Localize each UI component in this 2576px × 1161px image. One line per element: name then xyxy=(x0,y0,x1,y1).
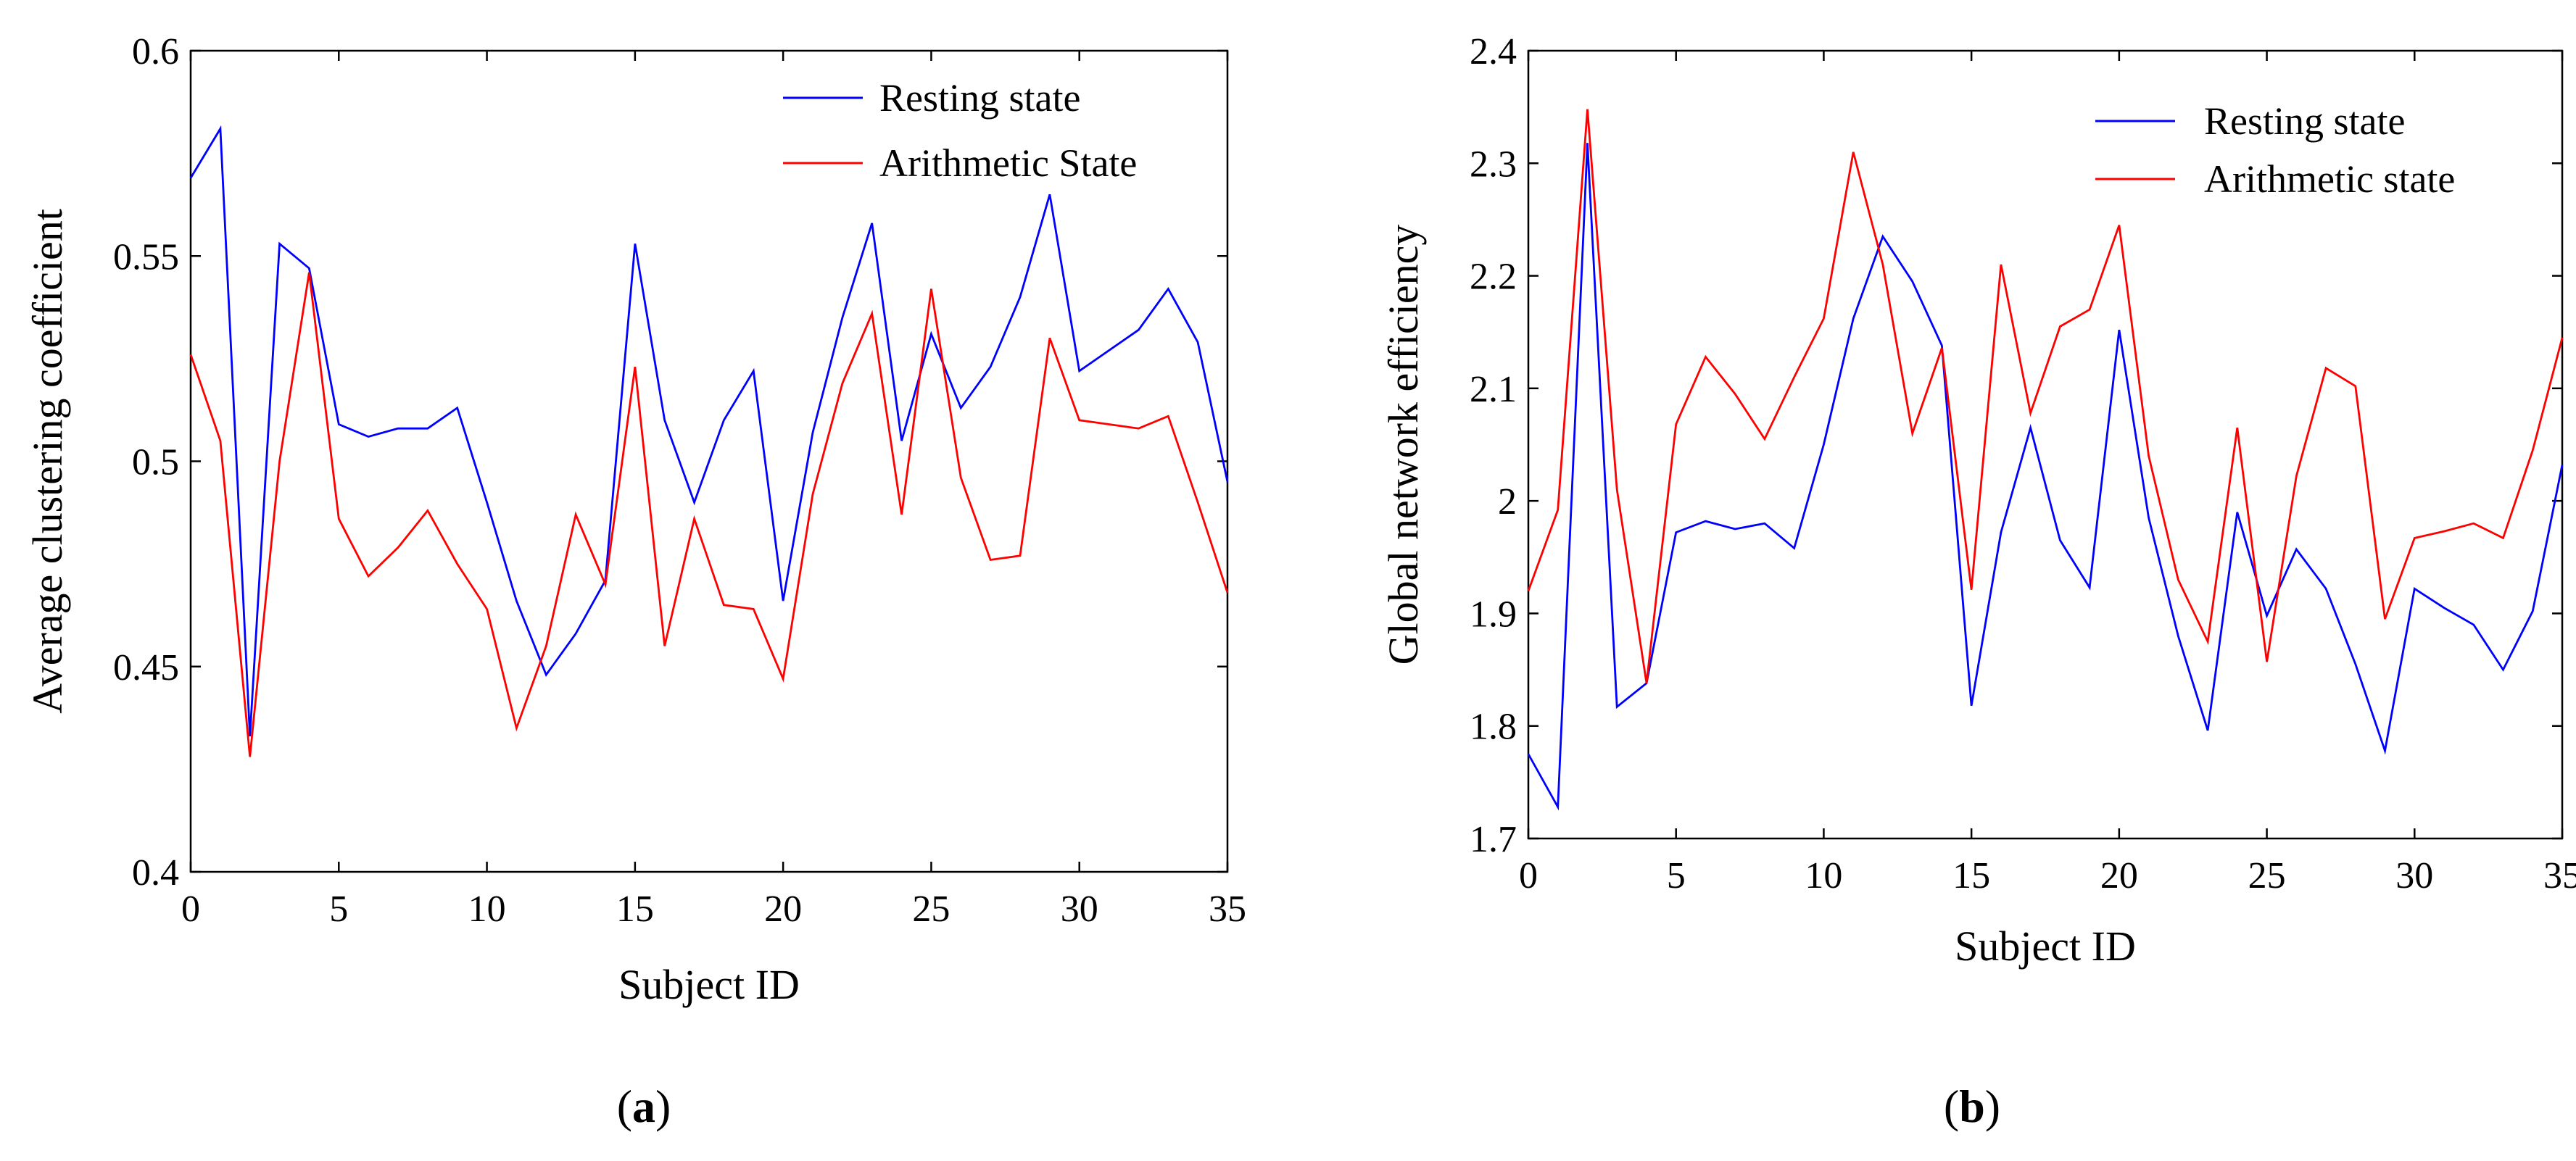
panel-a-x-tick-label: 20 xyxy=(764,889,802,930)
panel-b-y-tick-label: 1.9 xyxy=(1470,594,1517,635)
panel-a-y-tick-label: 0.45 xyxy=(113,647,179,688)
panel-a-x-tick-label: 30 xyxy=(1061,889,1098,930)
panel-a-x-tick-label: 15 xyxy=(616,889,654,930)
panel-b-legend-label: Resting state xyxy=(2204,99,2405,143)
panel-b-x-tick-label: 30 xyxy=(2395,855,2433,896)
panel-b-y-tick-label: 1.8 xyxy=(1470,707,1517,748)
panel-a-x-tick-label: 10 xyxy=(468,889,506,930)
panel-b-x-tick-label: 25 xyxy=(2248,855,2286,896)
panel-a-y-tick-label: 0.55 xyxy=(113,236,179,278)
panel-b-y-axis-title: Global network efficiency xyxy=(1380,225,1427,665)
panel-b-x-tick-label: 15 xyxy=(1952,855,1990,896)
panel-a-y-tick-label: 0.6 xyxy=(132,31,179,72)
panel-a-y-tick-label: 0.5 xyxy=(132,442,179,483)
panel-b-y-tick-label: 1.7 xyxy=(1470,819,1517,860)
panel-a-y-tick-label: 0.4 xyxy=(132,852,179,894)
panel-b-caption: (b) xyxy=(1944,1081,2000,1132)
panel-b-x-tick-label: 5 xyxy=(1667,855,1686,896)
panel-a-x-tick-label: 35 xyxy=(1209,889,1246,930)
panel-b-series-line-resting xyxy=(1527,143,2564,811)
panel-a-legend-label: Arithmetic State xyxy=(879,141,1137,185)
panel-b-x-tick-label: 35 xyxy=(2543,855,2576,896)
panel-b-y-tick-label: 2.1 xyxy=(1470,369,1517,410)
panel-a-caption: (a) xyxy=(617,1081,671,1132)
panel-b-plot-frame xyxy=(1527,49,2564,840)
panel-a-legend-label: Resting state xyxy=(879,76,1080,120)
panel-a-chart: 0.4 0.45 0.5 0.55 0.6 0 5 10 15 20 25 30 35 Resting s… xyxy=(24,31,1246,1132)
panel-a-x-tick-label: 25 xyxy=(912,889,950,930)
panel-a-x-tick-label: 5 xyxy=(329,889,348,930)
panel-b-chart: 1.7 1.8 1.9 2 2.1 2.2 2.3 2.4 0 5 10 15 20 25 30 35 Rest… xyxy=(1380,31,2576,1132)
panel-b-x-tick-label: 0 xyxy=(1519,855,1538,896)
panel-b-x-tick-label: 20 xyxy=(2100,855,2138,896)
panel-b-x-tick-label: 10 xyxy=(1805,855,1842,896)
panel-b-y-tick-label: 2.2 xyxy=(1470,257,1517,298)
panel-a-series-line-resting xyxy=(189,125,1229,737)
panel-a-y-axis-title: Average clustering coefficient xyxy=(24,209,71,714)
panel-a-x-axis-title: Subject ID xyxy=(618,961,800,1008)
panel-a-series-line-arithmetic xyxy=(189,272,1229,757)
panel-b-x-axis-title: Subject ID xyxy=(1955,923,2136,970)
panel-b-y-tick-label: 2.3 xyxy=(1470,143,1517,185)
panel-b-y-tick-label: 2 xyxy=(1498,481,1517,523)
panel-b-legend-label: Arithmetic state xyxy=(2204,157,2455,201)
panel-a-x-tick-label: 0 xyxy=(181,889,200,930)
panel-b-y-tick-label: 2.4 xyxy=(1470,31,1517,72)
panel-b-series-line-arithmetic xyxy=(1527,109,2564,683)
